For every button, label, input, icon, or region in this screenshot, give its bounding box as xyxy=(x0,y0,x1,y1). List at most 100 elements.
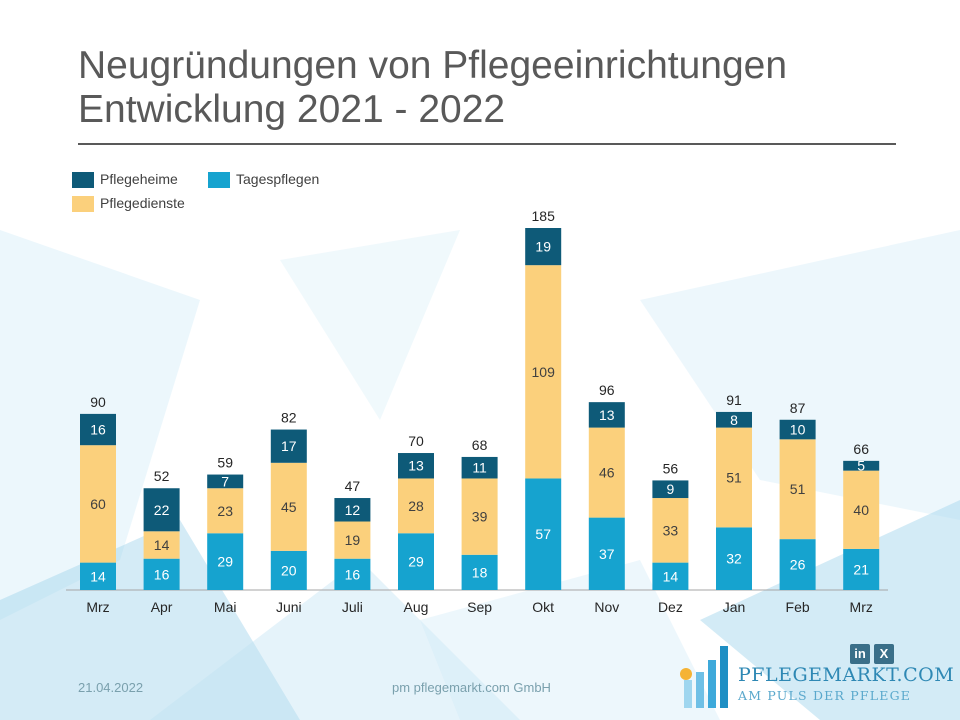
bar-pflegedienste-0 xyxy=(80,445,116,563)
data-label-pflegedienste-11: 51 xyxy=(790,481,806,497)
total-label-8: 96 xyxy=(599,382,615,398)
bar-tagespflegen-11 xyxy=(779,539,816,590)
bar-pflegeheime-12 xyxy=(843,460,880,471)
xing-icon[interactable]: X xyxy=(874,644,894,664)
bar-tagespflegen-8 xyxy=(588,517,625,590)
bar-tagespflegen-0 xyxy=(80,562,116,590)
data-label-tagespflegen-5: 29 xyxy=(408,554,424,570)
total-label-4: 47 xyxy=(345,478,361,494)
legend-label-pflegeheime: Pflegeheime xyxy=(100,171,178,187)
bar-pflegedienste-1 xyxy=(143,531,180,559)
bar-tagespflegen-1 xyxy=(143,558,180,590)
data-label-tagespflegen-1: 16 xyxy=(154,566,170,582)
chart-title: Neugründungen von Pflegeeinrichtungen En… xyxy=(78,44,787,132)
bar-pflegedienste-8 xyxy=(588,427,625,518)
bar-pflegeheime-4 xyxy=(334,498,371,522)
total-label-1: 52 xyxy=(154,468,170,484)
total-label-12: 66 xyxy=(853,441,869,457)
data-label-tagespflegen-6: 18 xyxy=(472,564,488,580)
x-tick-label-4: Juli xyxy=(342,599,363,615)
data-label-pflegeheime-8: 13 xyxy=(599,407,615,423)
x-tick-label-8: Nov xyxy=(594,599,619,615)
bar-pflegedienste-2 xyxy=(207,488,244,534)
x-tick-label-2: Mai xyxy=(214,599,237,615)
bar-tagespflegen-10 xyxy=(716,527,752,590)
brand-logo-icon xyxy=(680,646,728,708)
total-label-11: 87 xyxy=(790,400,806,416)
data-label-pflegeheime-12: 5 xyxy=(857,458,865,474)
data-label-pflegeheime-11: 10 xyxy=(790,422,806,438)
legend-label-pflegedienste: Pflegedienste xyxy=(100,195,185,211)
data-label-pflegedienste-2: 23 xyxy=(217,503,233,519)
legend-swatch-pflegedienste xyxy=(72,196,94,212)
footer-company: pm pflegemarkt.com GmbH xyxy=(392,680,551,695)
bar-tagespflegen-5 xyxy=(398,533,434,590)
bar-tagespflegen-12 xyxy=(843,548,880,590)
x-tick-label-5: Aug xyxy=(404,599,429,615)
bar-tagespflegen-7 xyxy=(525,478,562,590)
data-label-pflegeheime-6: 11 xyxy=(472,460,487,476)
x-tick-label-9: Dez xyxy=(658,599,683,615)
data-label-pflegeheime-5: 13 xyxy=(408,458,424,474)
x-tick-label-7: Okt xyxy=(532,599,554,615)
data-label-pflegedienste-0: 60 xyxy=(90,496,106,512)
legend-swatch-tagespflegen xyxy=(208,172,230,188)
bar-pflegeheime-5 xyxy=(398,453,434,479)
data-label-pflegedienste-6: 39 xyxy=(472,509,488,525)
title-divider xyxy=(78,143,896,145)
data-label-pflegedienste-4: 19 xyxy=(345,532,361,548)
bar-tagespflegen-4 xyxy=(334,558,371,590)
bar-pflegedienste-11 xyxy=(779,439,816,540)
data-label-tagespflegen-12: 21 xyxy=(853,561,869,577)
x-tick-label-0: Mrz xyxy=(86,599,109,615)
data-label-pflegeheime-2: 7 xyxy=(221,473,229,489)
data-label-tagespflegen-7: 57 xyxy=(535,526,551,542)
data-label-tagespflegen-8: 37 xyxy=(599,546,615,562)
bar-pflegedienste-4 xyxy=(334,521,371,559)
total-label-2: 59 xyxy=(217,455,233,471)
total-label-0: 90 xyxy=(90,394,106,410)
bar-pflegeheime-7 xyxy=(525,228,562,266)
bar-tagespflegen-2 xyxy=(207,533,244,590)
bar-pflegeheime-3 xyxy=(270,429,307,463)
bar-pflegeheime-6 xyxy=(461,456,498,479)
bar-pflegeheime-2 xyxy=(207,474,244,489)
total-label-10: 91 xyxy=(726,392,742,408)
data-label-tagespflegen-11: 26 xyxy=(790,557,806,573)
data-label-pflegedienste-7: 109 xyxy=(532,364,556,380)
x-tick-label-10: Jan xyxy=(723,599,746,615)
x-tick-label-6: Sep xyxy=(467,599,492,615)
linkedin-icon[interactable]: in xyxy=(850,644,870,664)
data-label-tagespflegen-0: 14 xyxy=(90,568,106,584)
bar-pflegeheime-9 xyxy=(652,480,689,499)
data-label-pflegedienste-3: 45 xyxy=(281,499,297,515)
data-label-tagespflegen-4: 16 xyxy=(345,566,361,582)
data-label-pflegedienste-5: 28 xyxy=(408,498,424,514)
total-label-7: 185 xyxy=(532,208,556,224)
data-label-tagespflegen-3: 20 xyxy=(281,562,297,578)
bar-tagespflegen-9 xyxy=(652,562,689,590)
total-label-9: 56 xyxy=(663,460,679,476)
bar-pflegedienste-9 xyxy=(652,498,689,563)
bar-pflegedienste-6 xyxy=(461,478,498,555)
total-label-5: 70 xyxy=(408,433,424,449)
x-tick-label-11: Feb xyxy=(786,599,810,615)
data-label-pflegedienste-12: 40 xyxy=(853,502,869,518)
legend-swatch-pflegeheime xyxy=(72,172,94,188)
bar-pflegeheime-1 xyxy=(143,488,180,532)
data-label-pflegeheime-10: 8 xyxy=(730,412,738,428)
data-label-tagespflegen-9: 14 xyxy=(663,568,679,584)
x-tick-label-1: Apr xyxy=(151,599,173,615)
footer-date: 21.04.2022 xyxy=(78,680,144,695)
x-tick-label-12: Mrz xyxy=(850,599,873,615)
bar-pflegeheime-11 xyxy=(779,419,816,440)
bar-tagespflegen-6 xyxy=(461,554,498,590)
bar-pflegeheime-10 xyxy=(716,411,752,428)
bar-pflegeheime-8 xyxy=(588,402,625,428)
data-label-tagespflegen-2: 29 xyxy=(217,554,233,570)
data-label-pflegedienste-8: 46 xyxy=(599,465,615,481)
bar-pflegeheime-0 xyxy=(80,413,116,446)
bar-pflegedienste-12 xyxy=(843,470,880,549)
chart-title-line-2: Entwicklung 2021 - 2022 xyxy=(78,88,506,131)
